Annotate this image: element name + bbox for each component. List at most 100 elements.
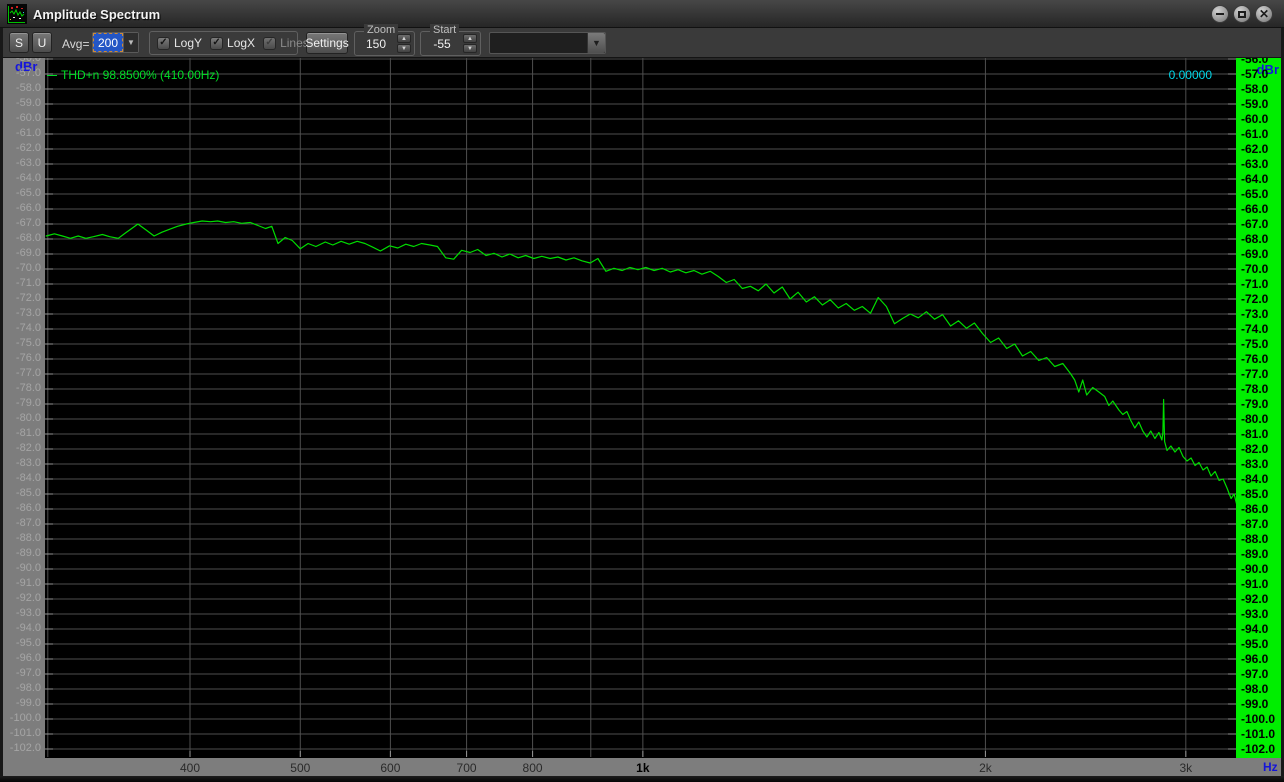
y-axis-tick-label: -97.0: [15, 667, 41, 679]
meter-tick-label: -58.0: [1241, 82, 1269, 96]
y-axis-tick-label: -86.0: [15, 502, 41, 514]
meter-tick-label: -68.0: [1241, 232, 1269, 246]
logy-checkbox[interactable]: ✓: [157, 36, 170, 50]
lines-label: Lines: [280, 36, 309, 50]
meter-tick-label: -75.0: [1241, 337, 1269, 351]
y-axis-tick-label: -56.0: [15, 58, 41, 64]
spectrum-s-button[interactable]: S: [9, 32, 29, 53]
y-axis-tick-label: -81.0: [15, 427, 41, 439]
meter-tick-label: -66.0: [1241, 202, 1269, 216]
y-axis-tick-label: -102.0: [9, 742, 41, 754]
logx-checkbox-item[interactable]: ✓ LogX: [210, 36, 255, 50]
y-axis-tick-label: -84.0: [15, 472, 41, 484]
x-axis-unit: Hz: [1263, 760, 1278, 774]
avg-combo-value[interactable]: 200: [93, 33, 123, 52]
meter-tick-label: -83.0: [1241, 457, 1269, 471]
x-axis-tick-label: 2k: [979, 761, 992, 775]
y-axis-tick-label: -92.0: [15, 592, 41, 604]
start-spin-down-button[interactable]: ▼: [463, 44, 477, 53]
logy-checkbox-item[interactable]: ✓ LogY: [157, 36, 202, 50]
start-spin-up-button[interactable]: ▲: [463, 34, 477, 43]
meter-tick-label: -67.0: [1241, 217, 1269, 231]
y-axis-tick-label: -94.0: [15, 622, 41, 634]
y-axis-tick-label: -57.0: [15, 67, 41, 79]
meter-tick-label: -80.0: [1241, 412, 1269, 426]
app-icon: [7, 4, 27, 24]
start-value[interactable]: -55: [433, 37, 451, 51]
y-axis-tick-label: -71.0: [15, 277, 41, 289]
zoom-value[interactable]: 150: [365, 37, 387, 51]
y-axis-tick-label: -67.0: [15, 217, 41, 229]
y-axis-tick-label: -89.0: [15, 547, 41, 559]
meter-tick-label: -77.0: [1241, 367, 1269, 381]
lines-checkbox: ✓: [263, 36, 277, 50]
avg-combo[interactable]: 200 ▼: [92, 32, 139, 53]
lines-checkbox-item: ✓ Lines: [263, 36, 309, 50]
zoom-spinner-group: Zoom 150 ▲ ▼: [354, 24, 415, 56]
y-axis-tick-label: -80.0: [15, 412, 41, 424]
avg-combo-arrow[interactable]: ▼: [123, 33, 138, 52]
y-axis-tick-label: -85.0: [15, 487, 41, 499]
x-axis-tick-label: 600: [380, 761, 401, 775]
maximize-icon: [1238, 10, 1246, 18]
logx-checkbox[interactable]: ✓: [210, 36, 224, 50]
y-axis-tick-label: -99.0: [15, 697, 41, 709]
y-axis-tick-label: -98.0: [15, 682, 41, 694]
meter-tick-label: -100.0: [1241, 712, 1276, 726]
y-axis-tick-label: -95.0: [15, 637, 41, 649]
cursor-readout: 0.00000: [1168, 68, 1212, 82]
window-title: Amplitude Spectrum: [33, 7, 161, 22]
meter-tick-label: -99.0: [1241, 697, 1269, 711]
titlebar[interactable]: Amplitude Spectrum ✕: [0, 0, 1284, 28]
meter-tick-label: -59.0: [1241, 97, 1269, 111]
avg-label: Avg=: [62, 37, 90, 51]
meter-tick-label: -71.0: [1241, 277, 1269, 291]
y-axis-tick-label: -64.0: [15, 172, 41, 184]
meter-tick-label: -98.0: [1241, 682, 1269, 696]
y-axis-tick-label: -93.0: [15, 607, 41, 619]
spin-down-icon: ▼: [467, 45, 473, 52]
minimize-icon: [1216, 13, 1224, 15]
thd-readout: THD+n 98.8500% (410.00Hz): [47, 68, 219, 82]
meter-tick-label: -56.0: [1241, 58, 1269, 66]
y-axis-tick-label: -96.0: [15, 652, 41, 664]
x-axis-tick-label: 1k: [636, 761, 650, 775]
logx-label: LogX: [227, 36, 256, 50]
meter-tick-label: -62.0: [1241, 142, 1269, 156]
x-axis-tick-label: 800: [522, 761, 543, 775]
thd-readout-text: THD+n 98.8500% (410.00Hz): [61, 68, 220, 82]
spectrum-u-button[interactable]: U: [32, 32, 52, 53]
meter-tick-label: -97.0: [1241, 667, 1269, 681]
preset-combo-arrow[interactable]: ▼: [587, 33, 605, 53]
maximize-button[interactable]: [1233, 5, 1251, 23]
y-axis-tick-label: -59.0: [15, 97, 41, 109]
start-spinner-group: Start -55 ▲ ▼: [420, 24, 481, 56]
spectrum-plot[interactable]: [45, 58, 1236, 758]
start-spin-buttons: ▲ ▼: [463, 34, 477, 53]
meter-tick-label: -61.0: [1241, 127, 1269, 141]
chevron-down-icon: ▼: [127, 38, 135, 47]
y-axis-tick-label: -100.0: [9, 712, 41, 724]
meter-tick-label: -85.0: [1241, 487, 1269, 501]
meter-tick-label: -60.0: [1241, 112, 1269, 126]
minimize-button[interactable]: [1211, 5, 1229, 23]
close-icon: ✕: [1258, 7, 1270, 21]
meter-tick-label: -76.0: [1241, 352, 1269, 366]
zoom-spin-down-button[interactable]: ▼: [397, 44, 411, 53]
preset-combo[interactable]: ▼: [489, 32, 606, 54]
settings-button[interactable]: Settings: [305, 32, 349, 54]
meter-tick-label: -91.0: [1241, 577, 1269, 591]
zoom-spin-up-button[interactable]: ▲: [397, 34, 411, 43]
meter-tick-label: -57.0: [1241, 67, 1269, 81]
close-button[interactable]: ✕: [1255, 5, 1273, 23]
meter-tick-label: -64.0: [1241, 172, 1269, 186]
y-axis-tick-label: -73.0: [15, 307, 41, 319]
spin-up-icon: ▲: [467, 35, 473, 42]
spin-down-icon: ▼: [401, 45, 407, 52]
meter-tick-label: -79.0: [1241, 397, 1269, 411]
preset-combo-value[interactable]: [490, 33, 587, 53]
meter-tick-label: -87.0: [1241, 517, 1269, 531]
x-axis-tick-label: 400: [179, 761, 201, 775]
toolbar: S U Avg= 200 ▼ ✓ LogY ✓ LogX ✓ Lines Set…: [3, 24, 1281, 58]
